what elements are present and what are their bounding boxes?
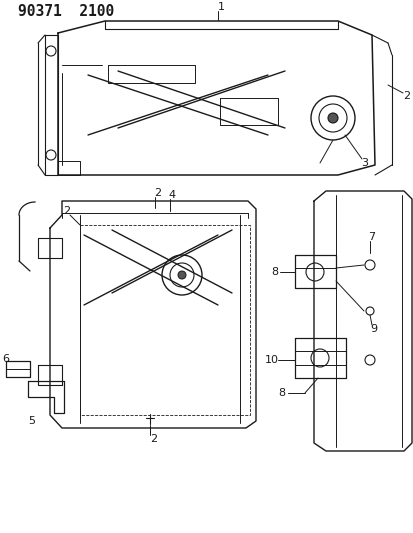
Text: 3: 3	[361, 158, 368, 168]
Text: 2: 2	[402, 91, 410, 101]
Text: 9: 9	[370, 324, 377, 334]
Text: 8: 8	[278, 388, 285, 398]
Text: 4: 4	[168, 190, 175, 200]
Text: 90371  2100: 90371 2100	[18, 4, 114, 19]
Text: 2: 2	[150, 434, 157, 444]
Text: 2: 2	[154, 188, 161, 198]
Text: 6: 6	[2, 354, 9, 364]
Circle shape	[178, 271, 185, 279]
Text: 8: 8	[271, 267, 278, 277]
Text: 10: 10	[264, 355, 278, 365]
Text: 2: 2	[63, 206, 70, 216]
Text: 5: 5	[28, 416, 36, 426]
Text: 1: 1	[217, 2, 224, 12]
Circle shape	[327, 113, 337, 123]
Text: 7: 7	[368, 232, 375, 242]
